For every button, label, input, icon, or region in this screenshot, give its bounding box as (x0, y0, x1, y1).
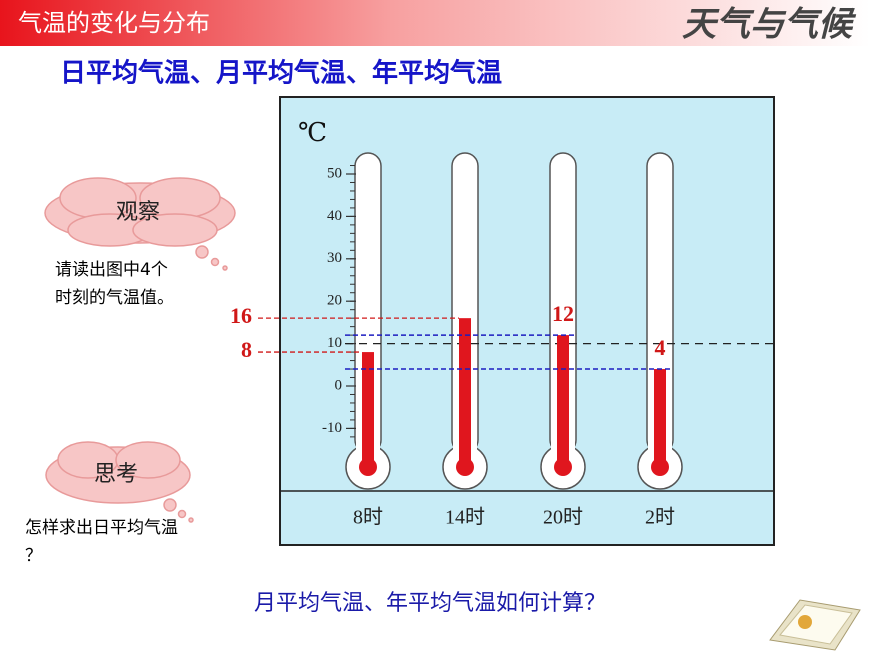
prompt-line: ？ (25, 546, 42, 566)
value-label: 16 (230, 303, 252, 328)
observe-cloud (44, 177, 236, 271)
y-tick-label: 20 (327, 293, 342, 309)
header-bar (0, 0, 870, 46)
prompt-line: 怎样求出日平均气温 (25, 518, 178, 538)
prompt-line: 时刻的气温值。 (55, 288, 174, 308)
mercury-bulb (359, 458, 377, 476)
y-tick-label: 40 (327, 208, 342, 224)
mercury-column (459, 318, 471, 467)
topic-title: 天气与气候 (682, 5, 857, 45)
subtitle: 日平均气温、月平均气温、年平均气温 (60, 58, 502, 89)
prompt-line: 请读出图中4个 (55, 260, 168, 280)
y-tick-label: 30 (327, 250, 342, 266)
y-tick-label: 50 (327, 165, 342, 181)
y-tick-label: 10 (327, 335, 342, 351)
x-tick-label: 8时 (353, 506, 383, 529)
y-tick-label: -10 (322, 420, 342, 436)
mercury-bulb (554, 458, 572, 476)
y-tick-label: 0 (335, 377, 343, 393)
question: 月平均气温、年平均气温如何计算？ (254, 591, 606, 616)
unit-label: ℃ (298, 118, 327, 147)
book-icon (769, 599, 861, 651)
value-label: 4 (655, 335, 666, 360)
mercury-column (362, 352, 374, 467)
mercury-bulb (456, 458, 474, 476)
x-tick-label: 14时 (445, 506, 485, 529)
think-cloud (45, 441, 194, 523)
section-title: 气温的变化与分布 (18, 9, 210, 37)
mercury-bulb (651, 458, 669, 476)
mercury-column (557, 335, 569, 467)
bubble-label: 思考 (94, 462, 138, 487)
x-tick-label: 20时 (543, 506, 583, 529)
value-label: 8 (241, 337, 252, 362)
value-label: 12 (552, 301, 574, 326)
bubble-label: 观察 (116, 200, 160, 225)
mercury-column (654, 369, 666, 467)
x-tick-label: 2时 (645, 506, 675, 529)
